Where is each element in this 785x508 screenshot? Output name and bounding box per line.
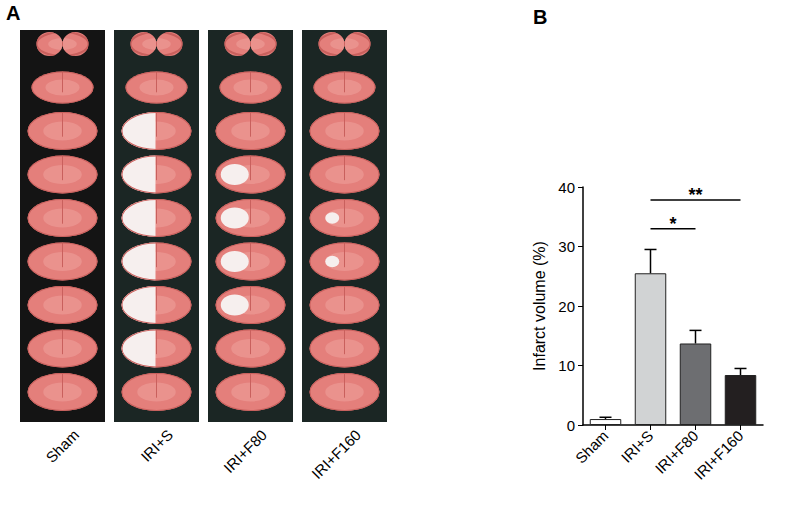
svg-text:Infarct volume (%): Infarct volume (%) xyxy=(531,241,548,371)
svg-text:**: ** xyxy=(688,185,702,205)
svg-text:IRI+F160: IRI+F160 xyxy=(691,427,747,483)
svg-text:IRI+F80: IRI+F80 xyxy=(220,426,270,476)
svg-text:IRI+S: IRI+S xyxy=(137,426,176,465)
svg-text:30: 30 xyxy=(558,238,575,255)
svg-text:IRI+S: IRI+S xyxy=(618,427,657,466)
svg-text:20: 20 xyxy=(558,298,575,315)
svg-text:Sham: Sham xyxy=(572,427,612,467)
svg-text:10: 10 xyxy=(558,357,575,374)
svg-text:IRI+F160: IRI+F160 xyxy=(308,426,364,482)
svg-text:A: A xyxy=(6,2,20,24)
svg-text:*: * xyxy=(669,214,676,234)
svg-text:IRI+F80: IRI+F80 xyxy=(651,427,702,477)
svg-text:Sham: Sham xyxy=(42,426,82,466)
svg-text:0: 0 xyxy=(567,417,575,434)
svg-text:40: 40 xyxy=(558,179,575,196)
svg-text:B: B xyxy=(533,6,547,28)
